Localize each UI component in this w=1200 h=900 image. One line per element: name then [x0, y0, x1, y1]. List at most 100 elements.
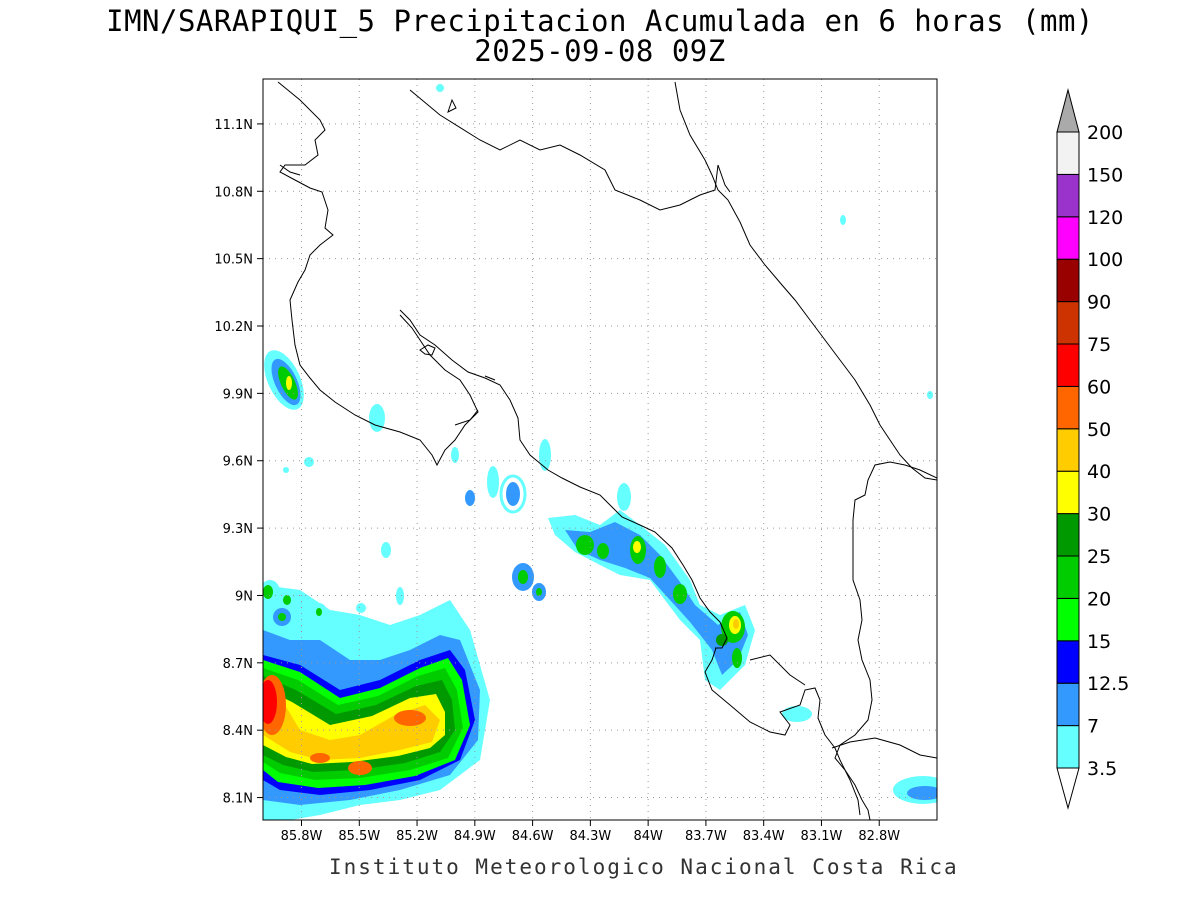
footer-credit: Instituto Meteorologico Nacional Costa R… [329, 855, 959, 879]
colorbar-segment [1056, 385, 1080, 430]
lat-tick-label: 9.9N [223, 387, 253, 402]
precip-cell-w6 [381, 542, 391, 558]
precip-chain-c7 [732, 648, 742, 668]
precip-chain-c1 [576, 535, 594, 555]
colorbar-level-label: 12.5 [1087, 673, 1129, 695]
precip-core-50b [394, 710, 426, 726]
lon-tick-label: 84.9W [454, 829, 496, 844]
lat-tick-label: 11.1N [214, 118, 253, 133]
precip-cell-c5b [518, 570, 528, 584]
colorbar-level-label: 25 [1087, 546, 1111, 568]
precip-core-50c [348, 761, 372, 775]
precip-cell-w8 [396, 587, 404, 605]
colorbar-segment [1056, 513, 1080, 557]
precip-cell-c3 [465, 490, 475, 506]
colorbar: 3.5 7 12.5 15 20 25 30 40 50 60 75 90 100 120 150 200 [1056, 88, 1129, 810]
colorbar-segment [1056, 682, 1080, 727]
lon-tick-label: 83.7W [685, 829, 727, 844]
lon-tick-label: 85.2W [396, 829, 438, 844]
colorbar-level-label: 40 [1087, 461, 1111, 483]
precip-cell-nw4 [283, 467, 289, 473]
colorbar-level-label: 100 [1087, 249, 1123, 271]
precip-core-60a [263, 680, 277, 724]
lon-tick-label: 84.3W [569, 829, 611, 844]
precip-band-40 [263, 690, 440, 760]
chart-subtitle-timestamp: 2025-09-08 09Z [474, 34, 726, 68]
colorbar-segment [1056, 301, 1080, 345]
panama-border [834, 461, 937, 801]
colorbar-level-label: 3.5 [1087, 758, 1117, 780]
precip-cell-w7 [381, 626, 395, 654]
precip-cell-c6b [536, 588, 542, 596]
colorbar-level-label: 20 [1087, 588, 1111, 610]
precip-core-50d [310, 753, 330, 763]
lat-tick-label: 9N [235, 589, 253, 604]
caribbean-coast [674, 81, 937, 481]
lon-tick-label: 85.5W [338, 829, 380, 844]
lon-tick-label: 85.8W [281, 829, 323, 844]
precip-cell-se5 [436, 84, 444, 92]
colorbar-segment [1056, 173, 1080, 218]
precip-cell-c4 [539, 439, 551, 471]
lat-tick-label: 10.8N [214, 185, 253, 200]
colorbar-level-label: 150 [1087, 164, 1123, 186]
precip-chain-c5 [673, 584, 687, 604]
precip-cell-se6 [617, 483, 631, 511]
precip-cell-nw-30 [286, 376, 292, 390]
colorbar-level-label: 30 [1087, 504, 1111, 526]
precip-cell-c2b [499, 474, 527, 514]
lat-tick-label: 10.5N [214, 253, 253, 268]
map-gridlines [263, 79, 937, 820]
lat-tick-label: 8.1N [223, 792, 253, 807]
colorbar-segment [1056, 640, 1080, 684]
lon-tick-label: 82.8W [858, 829, 900, 844]
precip-cell-se3 [840, 215, 846, 225]
panama-pacific [861, 799, 871, 820]
island-north [447, 98, 457, 113]
colorbar-segment [1056, 343, 1080, 387]
precip-chain-c4 [654, 556, 666, 578]
pacific-coast-inlet [454, 409, 479, 426]
lat-tick-label: 10.2N [214, 320, 253, 335]
lat-tick-label: 8.4N [223, 724, 253, 739]
colorbar-segment [1056, 428, 1080, 472]
colorbar-level-label: 120 [1087, 207, 1123, 229]
nicoya-gulf-coast [399, 309, 728, 649]
lat-tick-label: 9.6N [223, 455, 253, 470]
coastline-borders [277, 81, 937, 820]
map-axes: 11.1N 10.8N 10.5N 10.2N 9.9N 9.6N 9.3N 9N 8.7N 8.… [214, 118, 900, 844]
nicaragua-costa-rica-border [409, 89, 731, 211]
lon-tick-label: 83.4W [743, 829, 785, 844]
colorbar-segment [1056, 555, 1080, 599]
chart-title: IMN/SARAPIQUI_5 Precipitacion Acumulada … [106, 4, 1094, 38]
precip-cell-w5 [356, 603, 366, 613]
osa-peninsula [704, 647, 861, 816]
colorbar-level-label: 15 [1087, 631, 1111, 653]
precip-cell-se4 [927, 391, 933, 399]
lat-tick-label: 9.3N [223, 522, 253, 537]
precip-chain-c2 [597, 543, 609, 559]
colorbar-upper-arrow [1056, 88, 1080, 133]
colorbar-segment [1056, 258, 1080, 303]
precip-cell-w3b [278, 613, 286, 621]
colorbar-lower-arrow [1056, 767, 1080, 810]
panama-south-coast [831, 737, 937, 759]
precip-cell-c2 [506, 482, 520, 506]
precip-cell-nw5 [451, 447, 459, 463]
precip-chain-c3b [633, 541, 641, 553]
colorbar-level-label: 50 [1087, 419, 1111, 441]
pacific-coast-north [277, 81, 479, 467]
precip-cell-se2b [907, 786, 937, 800]
golfo-dulce [749, 654, 806, 686]
lat-tick-label: 8.7N [223, 657, 253, 672]
precip-chain-7 [565, 522, 748, 675]
precip-cell-se1 [782, 706, 812, 722]
colorbar-segment [1056, 470, 1080, 515]
precip-cell-c1 [487, 466, 499, 498]
lon-tick-label: 84W [633, 829, 663, 844]
colorbar-segment [1056, 216, 1080, 260]
precip-cell-nw2 [369, 404, 385, 432]
precip-cell-w4b [316, 608, 322, 616]
plot-frame [262, 78, 938, 821]
